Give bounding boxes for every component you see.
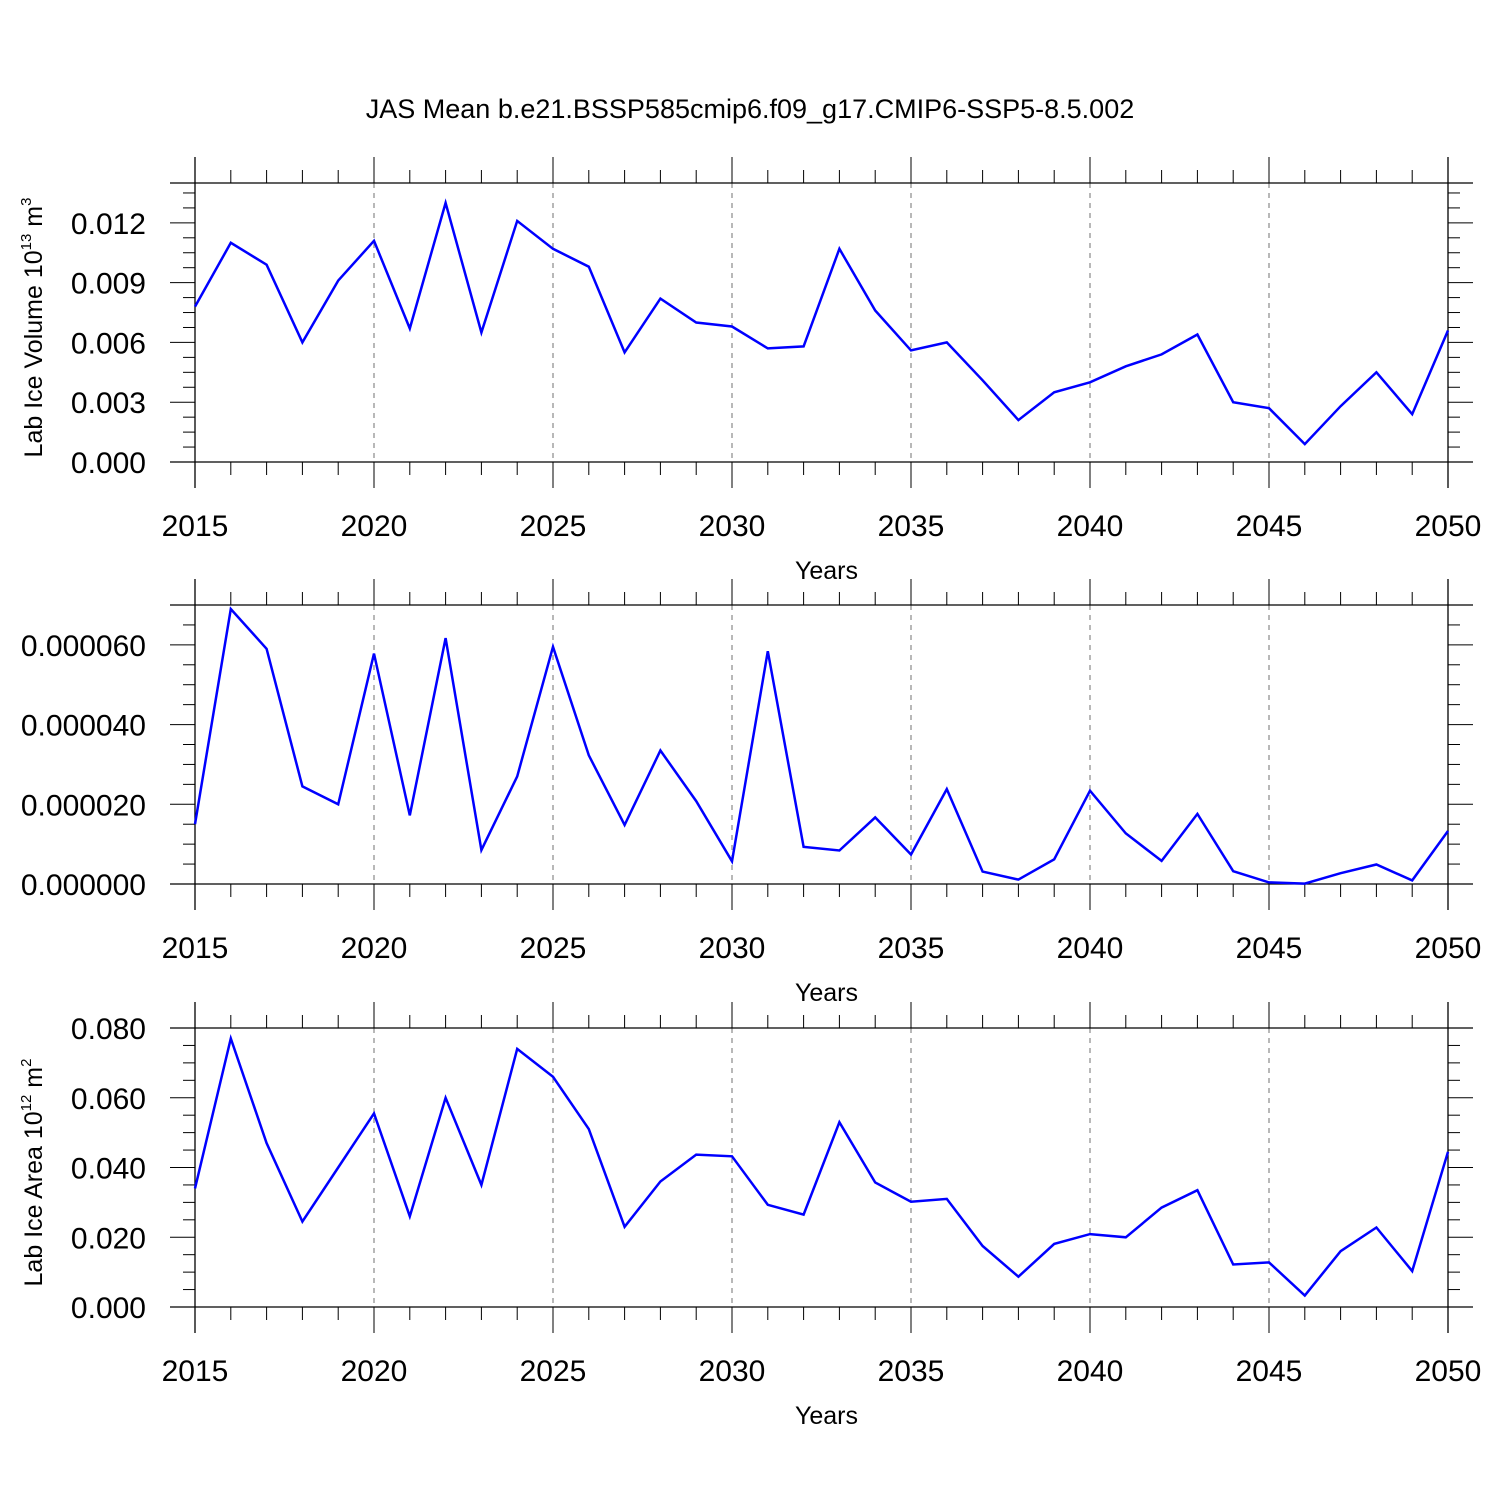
y-axis-label: Lab Ice Area 1012 m2 (18, 1059, 48, 1287)
y-tick-label: 0.000060 (21, 630, 146, 663)
x-tick-label: 2025 (520, 932, 587, 965)
y-tick-label: 0.040 (71, 1153, 146, 1186)
series-line (193, 1034, 1450, 1298)
x-tick-label: 2025 (520, 1355, 587, 1388)
x-tick-label: 2035 (878, 1355, 945, 1388)
y-tick-label: 0.000000 (21, 869, 146, 902)
panel-bottom: 2015 2020 2025 2030 2035 2040 2045 2050 0.000 0.0… (18, 1002, 1481, 1430)
x-tick-label: 2030 (699, 1355, 766, 1388)
series-line (193, 606, 1450, 885)
y-tick-label: 0.080 (71, 1013, 146, 1046)
y-tick-label: 0.009 (71, 268, 146, 301)
x-tick-label: 2020 (341, 932, 408, 965)
y-tick-label: 0.000 (71, 447, 146, 480)
x-tick-label: 2040 (1057, 1355, 1124, 1388)
panels: 2015 2020 2025 2030 2035 2040 2045 2050 0.000 0.0… (18, 157, 1481, 1430)
x-tick-label: 2025 (520, 510, 587, 543)
y-tick-label: 0.020 (71, 1222, 146, 1255)
x-tick-label: 2015 (162, 932, 229, 965)
x-tick-label: 2035 (878, 510, 945, 543)
y-axis-label: Lab Ice Volume 1013 m3 (18, 198, 48, 458)
y-tick-label: 0.006 (71, 327, 146, 360)
x-tick-label: 2020 (341, 1355, 408, 1388)
x-axis-label: Years (795, 557, 858, 585)
x-tick-label: 2040 (1057, 510, 1124, 543)
x-tick-label: 2035 (878, 932, 945, 965)
y-tick-label: 0.003 (71, 387, 146, 420)
x-tick-label: 2030 (699, 932, 766, 965)
x-tick-label: 2015 (162, 510, 229, 543)
series-line (193, 198, 1450, 446)
x-tick-label: 2045 (1236, 510, 1303, 543)
x-tick-label: 2050 (1415, 932, 1482, 965)
chart-title: JAS Mean b.e21.BSSP585cmip6.f09_g17.CMIP… (366, 94, 1134, 124)
x-tick-label: 2045 (1236, 932, 1303, 965)
panel-middle: 2015 2020 2025 2030 2035 2040 2045 2050 0.000000… (21, 579, 1482, 1007)
x-tick-label: 2050 (1415, 1355, 1482, 1388)
x-tick-label: 2040 (1057, 932, 1124, 965)
x-tick-label: 2030 (699, 510, 766, 543)
x-axis-label: Years (795, 979, 858, 1007)
panel-top: 2015 2020 2025 2030 2035 2040 2045 2050 0.000 0.0… (18, 157, 1481, 585)
y-tick-label: 0.000 (71, 1292, 146, 1325)
y-tick-label: 0.000040 (21, 710, 146, 743)
x-tick-label: 2045 (1236, 1355, 1303, 1388)
y-tick-label: 0.012 (71, 208, 146, 241)
x-tick-label: 2020 (341, 510, 408, 543)
x-tick-label: 2015 (162, 1355, 229, 1388)
y-tick-label: 0.060 (71, 1083, 146, 1116)
y-tick-label: 0.000020 (21, 789, 146, 822)
x-axis-label: Years (795, 1402, 858, 1430)
x-tick-label: 2050 (1415, 510, 1482, 543)
